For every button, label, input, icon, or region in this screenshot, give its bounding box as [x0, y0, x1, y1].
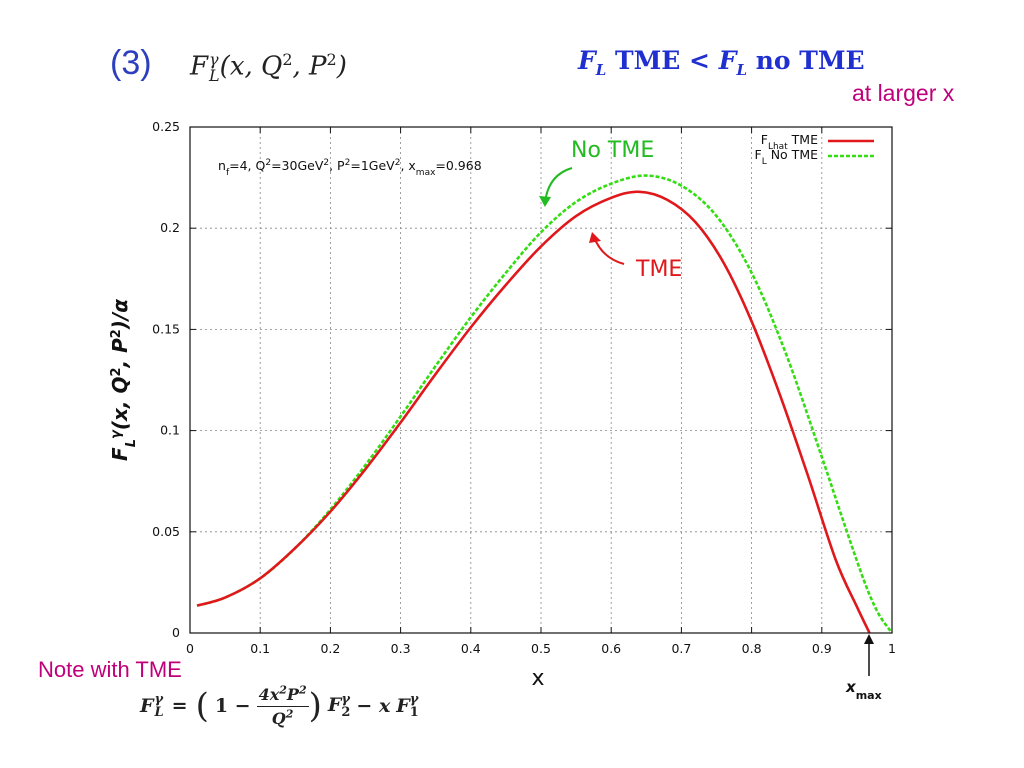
headline: FL TME < FL no TME [578, 46, 865, 79]
x-tick-label: 0.8 [742, 641, 762, 656]
x-tick-label: 0.2 [320, 641, 340, 656]
parameter-text: nf=4, Q2=30GeV2, P2=1GeV2, xmax=0.968 [218, 158, 482, 178]
xmax-label: xmax [845, 678, 882, 702]
series-line [196, 190, 871, 634]
y-tick-label: 0.25 [152, 119, 180, 134]
x-tick-label: 0.7 [671, 641, 691, 656]
xmax-arrowhead [864, 634, 874, 644]
slide-number: (3) [110, 44, 152, 82]
x-tick-label: 0.5 [531, 641, 551, 656]
x-tick-label: 0.1 [250, 641, 270, 656]
x-axis-label: x [531, 666, 544, 691]
plot-frame [189, 126, 893, 634]
y-tick-label: 0.1 [160, 423, 180, 438]
series-line [196, 174, 894, 634]
annotation-tme: TME [635, 257, 682, 282]
annotation-no-tme-arrowhead [539, 196, 551, 207]
x-tick-label: 0.3 [391, 641, 411, 656]
x-tick-label: 1 [888, 641, 896, 656]
series [196, 174, 894, 634]
y-tick-label: 0.2 [160, 220, 180, 235]
y-tick-label: 0.05 [152, 524, 180, 539]
note-label: Note with TME [38, 657, 182, 682]
ticks: 0 0.1 0.2 0.3 0.4 0.5 0.6 0.7 0.8 0.9 1 0 0.05 0.1 0.1… [152, 119, 896, 656]
grid [190, 127, 892, 633]
x-tick-label: 0.6 [601, 641, 621, 656]
y-axis-label: FLγ(x, Q2, P2)/α [108, 299, 139, 461]
annotation-no-tme: No TME [571, 138, 654, 163]
legend-label-notme: FL No TME [755, 147, 819, 167]
x-tick-label: 0 [186, 641, 194, 656]
y-tick-label: 0.15 [152, 321, 180, 336]
subline: at larger x [852, 80, 955, 106]
annotation-tme-arrowhead [589, 232, 601, 243]
x-tick-label: 0.9 [812, 641, 832, 656]
x-tick-label: 0.4 [461, 641, 481, 656]
y-tick-label: 0 [172, 625, 180, 640]
legend: FLhat TME FL No TME [755, 132, 874, 167]
